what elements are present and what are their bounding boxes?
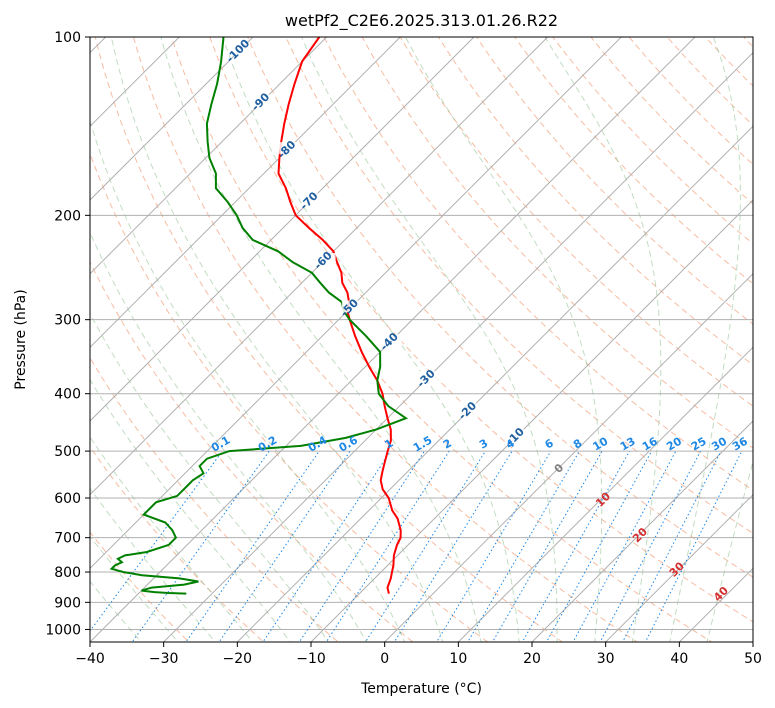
isotherm-label-bg [341, 300, 362, 313]
x-tick-label: −20 [223, 651, 253, 667]
dry-adiabat [94, 37, 564, 642]
dry-adiabat [552, 37, 753, 245]
dry-adiabat [323, 37, 753, 491]
dry-adiabat [90, 531, 190, 642]
x-tick-label: −40 [75, 651, 105, 667]
isotherm-label-bg [381, 334, 402, 347]
plot-frame [89, 36, 754, 643]
chart-title: wetPf2_C2E6.2025.313.01.26.R22 [285, 11, 558, 31]
y-tick-label: 300 [54, 313, 81, 329]
isotherm [90, 37, 254, 201]
y-tick-label: 200 [54, 208, 81, 224]
x-tick-label: −30 [149, 651, 179, 667]
dry-adiabat [361, 37, 753, 449]
mixing-ratio-line [218, 450, 351, 642]
dry-adiabat [90, 260, 414, 642]
isotherm [531, 420, 753, 642]
isotherm [162, 51, 753, 642]
y-tick-label: 900 [54, 595, 81, 611]
dry-adiabat [209, 37, 753, 623]
y-tick-label: 600 [54, 491, 81, 507]
mixing-ratio-line [521, 450, 630, 642]
dry-adiabat [90, 152, 489, 642]
dry-adiabat [399, 37, 753, 407]
y-tick-label: 800 [54, 565, 81, 581]
isotherm [383, 272, 753, 642]
dry-adiabat [514, 37, 753, 285]
moist-adiabat [90, 580, 142, 642]
moist-adiabat [222, 37, 520, 642]
dry-adiabat [132, 37, 638, 642]
isotherm-label-bg [301, 193, 322, 206]
isotherm-label-bg [460, 403, 481, 416]
isotherm-label-bg [253, 94, 274, 107]
isotherm-label-bg [230, 43, 251, 56]
mixing-ratio-line [298, 450, 425, 642]
x-tick-label: 10 [449, 651, 467, 667]
x-tick-label: 0 [380, 651, 389, 667]
isotherm-label-bg [507, 429, 528, 442]
dry-adiabat [628, 37, 753, 166]
dry-adiabat [285, 37, 753, 534]
isotherm [236, 125, 753, 642]
x-tick-label: 50 [744, 651, 762, 667]
moist-adiabat [90, 312, 329, 642]
x-tick-label: −10 [296, 651, 326, 667]
mixing-ratio-line [644, 450, 743, 642]
isotherm-label-bg [279, 142, 300, 155]
y-tick-label: 500 [54, 444, 81, 460]
isotherm [310, 199, 753, 642]
mixing-ratio-line [262, 450, 392, 642]
y-tick-label: 400 [54, 387, 81, 403]
background-lines [90, 37, 753, 642]
isotherm-label-bg [418, 371, 439, 384]
dry-adiabat [437, 37, 753, 366]
moist-adiabat [404, 37, 603, 642]
y-tick-label: 1000 [45, 622, 81, 638]
isotherm-label-bg [315, 253, 336, 266]
isotherm [90, 37, 475, 422]
axes: −40 −30 −20 −10 0 10 20 30 40 50 100 200 300 400 500 60… [45, 30, 762, 667]
isotherm [90, 37, 402, 349]
x-axis-label: Temperature (°C) [360, 681, 482, 697]
mixing-ratio-line [436, 450, 552, 642]
mixing-ratio-line [545, 450, 653, 642]
y-tick-label: 100 [54, 30, 81, 46]
y-tick-label: 700 [54, 531, 81, 547]
mixing-ratio-line [185, 450, 320, 642]
isotherm [457, 346, 753, 642]
moist-adiabat [90, 535, 179, 642]
data-series [109, 37, 409, 595]
y-axis-label: Pressure (hPa) [13, 289, 29, 389]
dry-adiabat [90, 356, 340, 642]
isotherm [604, 493, 753, 642]
isotherm [90, 37, 549, 496]
mixing-ratio-line [131, 450, 270, 642]
dry-adiabat [590, 37, 753, 205]
moist-adiabat [669, 37, 741, 642]
x-tick-label: 40 [670, 651, 688, 667]
isotherm [90, 37, 623, 570]
dewpoint-line [109, 37, 409, 595]
moist-adiabat [301, 37, 558, 642]
mixing-ratio-line [491, 450, 603, 642]
temperature-line [277, 37, 402, 594]
x-tick-label: 30 [597, 651, 615, 667]
x-tick-label: 20 [523, 651, 541, 667]
isotherm [90, 37, 328, 275]
mixing-ratio-line [325, 450, 450, 642]
moist-adiabat [544, 37, 662, 642]
dry-adiabat [247, 37, 753, 578]
